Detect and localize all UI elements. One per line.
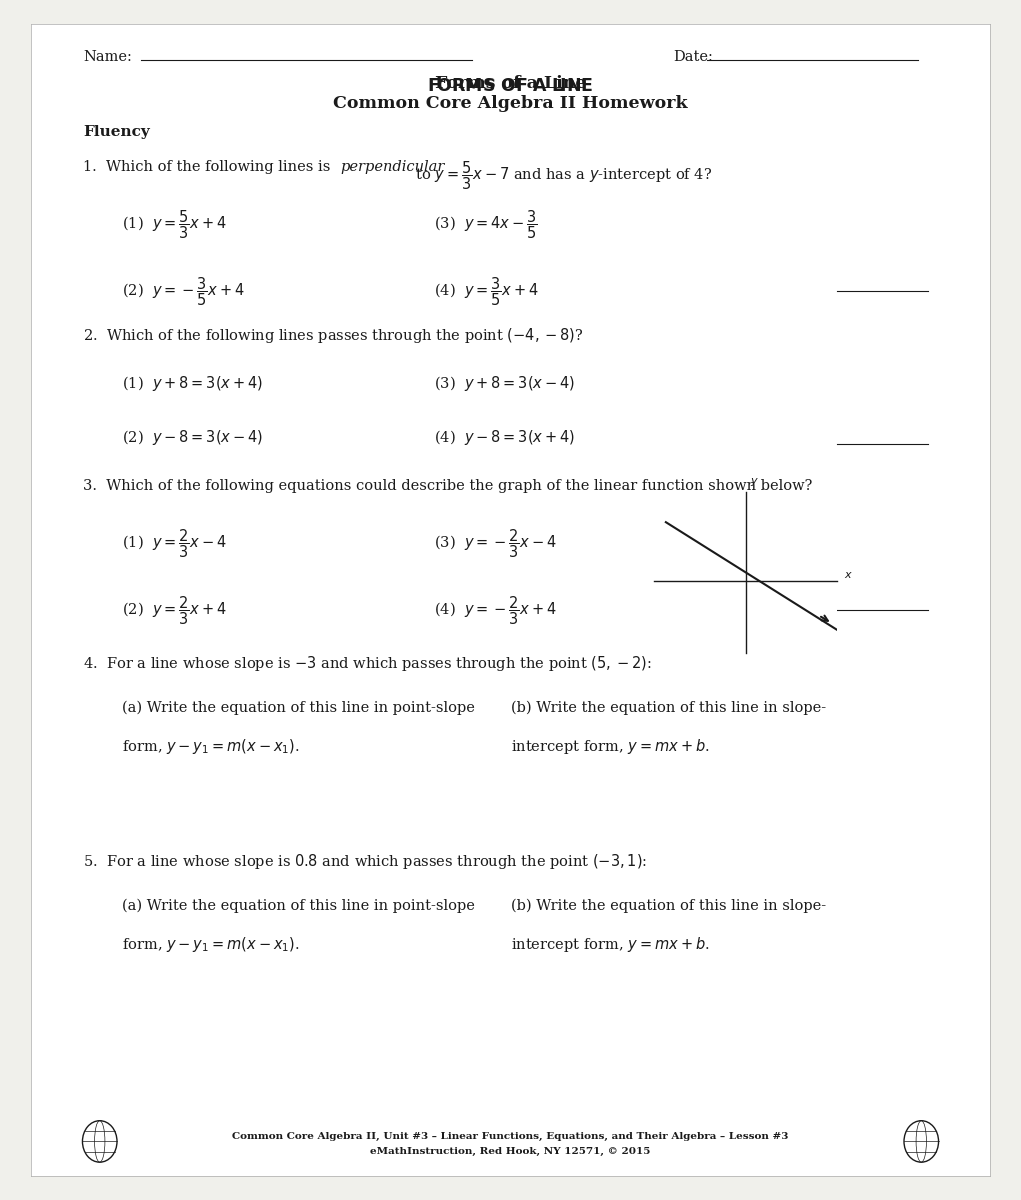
Text: (a) Write the equation of this line in point-slope: (a) Write the equation of this line in p… bbox=[121, 899, 475, 913]
Text: (3)  $y = -\dfrac{2}{3}x - 4$: (3) $y = -\dfrac{2}{3}x - 4$ bbox=[434, 528, 556, 560]
Text: Fluency: Fluency bbox=[84, 125, 150, 139]
Text: (b) Write the equation of this line in slope-: (b) Write the equation of this line in s… bbox=[510, 899, 826, 913]
Text: form, $y - y_1 = m(x - x_1)$.: form, $y - y_1 = m(x - x_1)$. bbox=[121, 935, 299, 954]
Text: (1)  $y = \dfrac{5}{3}x + 4$: (1) $y = \dfrac{5}{3}x + 4$ bbox=[121, 209, 227, 241]
Text: intercept form, $y = mx + b$.: intercept form, $y = mx + b$. bbox=[510, 737, 710, 756]
Text: 5.  For a line whose slope is $0.8$ and which passes through the point $(-3,1)$:: 5. For a line whose slope is $0.8$ and w… bbox=[84, 852, 647, 871]
Text: 1.  Which of the following lines is: 1. Which of the following lines is bbox=[84, 160, 336, 174]
Text: 4.  For a line whose slope is $-3$ and which passes through the point $(5,-2)$:: 4. For a line whose slope is $-3$ and wh… bbox=[84, 654, 652, 673]
Text: Forms of a Line: Forms of a Line bbox=[435, 74, 586, 91]
Text: intercept form, $y = mx + b$.: intercept form, $y = mx + b$. bbox=[510, 935, 710, 954]
Text: (2)  $y - 8 = 3(x - 4)$: (2) $y - 8 = 3(x - 4)$ bbox=[121, 428, 263, 448]
Text: (b) Write the equation of this line in slope-: (b) Write the equation of this line in s… bbox=[510, 701, 826, 715]
Text: Common Core Algebra II, Unit #3 – Linear Functions, Equations, and Their Algebra: Common Core Algebra II, Unit #3 – Linear… bbox=[233, 1133, 788, 1141]
Text: 3.  Which of the following equations could describe the graph of the linear func: 3. Which of the following equations coul… bbox=[84, 479, 813, 493]
Text: (3)  $y + 8 = 3(x - 4)$: (3) $y + 8 = 3(x - 4)$ bbox=[434, 374, 575, 394]
Text: (4)  $y = -\dfrac{2}{3}x + 4$: (4) $y = -\dfrac{2}{3}x + 4$ bbox=[434, 594, 556, 626]
Text: (a) Write the equation of this line in point-slope: (a) Write the equation of this line in p… bbox=[121, 701, 475, 715]
Text: Common Core Algebra II Homework: Common Core Algebra II Homework bbox=[333, 96, 688, 113]
Text: 2.  Which of the following lines passes through the point $(-4,-8)$?: 2. Which of the following lines passes t… bbox=[84, 326, 584, 344]
Text: eMathInstruction, Red Hook, NY 12571, © 2015: eMathInstruction, Red Hook, NY 12571, © … bbox=[371, 1147, 650, 1157]
Text: (4)  $y = \dfrac{3}{5}x + 4$: (4) $y = \dfrac{3}{5}x + 4$ bbox=[434, 275, 538, 307]
Text: (2)  $y = \dfrac{2}{3}x + 4$: (2) $y = \dfrac{2}{3}x + 4$ bbox=[121, 594, 227, 626]
Text: (3)  $y = 4x - \dfrac{3}{5}$: (3) $y = 4x - \dfrac{3}{5}$ bbox=[434, 209, 538, 241]
Text: perpendicular: perpendicular bbox=[341, 160, 445, 174]
Text: $\mathbf{F}_{\mathbf{}}\!\mathbf{ORMS\ OF\ A\ L}\!\mathbf{INE}$: $\mathbf{F}_{\mathbf{}}\!\mathbf{ORMS\ O… bbox=[427, 74, 594, 91]
Text: (4)  $y - 8 = 3(x + 4)$: (4) $y - 8 = 3(x + 4)$ bbox=[434, 428, 575, 448]
Text: Name:: Name: bbox=[84, 50, 133, 65]
Text: Date:: Date: bbox=[674, 50, 714, 65]
Text: (2)  $y = -\dfrac{3}{5}x + 4$: (2) $y = -\dfrac{3}{5}x + 4$ bbox=[121, 275, 244, 307]
Text: $y$: $y$ bbox=[750, 476, 760, 488]
Text: $x$: $x$ bbox=[843, 570, 853, 580]
Text: to $y = \dfrac{5}{3}x - 7$ and has a $y$-intercept of 4?: to $y = \dfrac{5}{3}x - 7$ and has a $y$… bbox=[410, 160, 712, 192]
Text: (1)  $y = \dfrac{2}{3}x - 4$: (1) $y = \dfrac{2}{3}x - 4$ bbox=[121, 528, 227, 560]
Text: form, $y - y_1 = m(x - x_1)$.: form, $y - y_1 = m(x - x_1)$. bbox=[121, 737, 299, 756]
Text: (1)  $y + 8 = 3(x + 4)$: (1) $y + 8 = 3(x + 4)$ bbox=[121, 374, 263, 394]
